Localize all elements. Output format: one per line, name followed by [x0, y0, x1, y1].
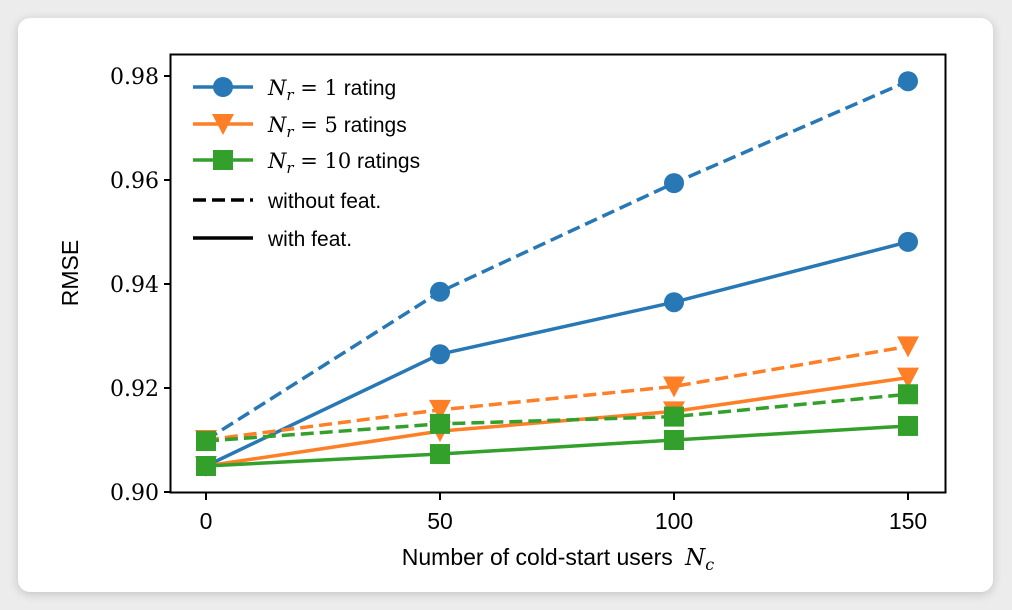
series-line [205, 392, 909, 443]
series-line [205, 424, 909, 468]
y-tick-label: 0.92 [110, 377, 159, 402]
series-Nr5-dashed [195, 336, 919, 451]
y-tick-label: 0.96 [110, 169, 159, 194]
series-Nr10-dashed [196, 384, 918, 452]
x-tick-label: 0 [200, 508, 213, 534]
x-tick-label: 150 [889, 508, 927, 534]
x-axis-title: Number of cold-start users Nc [402, 544, 715, 574]
series-line [205, 240, 909, 468]
legend-label: Nr = 1 rating [267, 76, 396, 104]
y-tick-label: 0.90 [110, 481, 159, 506]
series-Nr10-solid [196, 415, 918, 476]
x-axis: 0 50 100 150 [200, 492, 927, 534]
data-point [430, 444, 450, 465]
data-point [897, 367, 919, 389]
data-point [196, 456, 216, 476]
data-point [664, 173, 684, 194]
legend-item: with feat. [193, 228, 352, 251]
legend-marker [213, 150, 233, 170]
legend-marker [212, 114, 234, 135]
legend-marker [213, 77, 233, 97]
y-axis: 0.90 0.92 0.94 0.96 0.98 [110, 65, 171, 506]
data-point [664, 430, 684, 450]
legend-item: Nr = 10 ratings [193, 149, 420, 177]
x-tick-label: 50 [427, 508, 453, 534]
data-point [898, 71, 918, 92]
x-axis-title-text: Number of cold-start users [402, 544, 673, 570]
legend-label: Nr = 10 ratings [267, 149, 420, 177]
y-tick-label: 0.94 [110, 273, 159, 298]
legend-label: with feat. [267, 228, 352, 251]
data-point [898, 415, 918, 436]
legend-item: Nr = 5 ratings [193, 113, 407, 141]
data-point [898, 384, 918, 405]
x-tick-label: 100 [655, 508, 693, 534]
series-Nr1-solid [196, 231, 918, 476]
legend-item: without feat. [193, 190, 381, 213]
data-point [430, 281, 450, 302]
legend: Nr = 1 rating Nr = 5 ratings Nr = 10 ratin… [193, 76, 420, 251]
x-axis-title-math-sub: c [705, 555, 714, 574]
legend-label: Nr = 5 ratings [267, 113, 407, 141]
x-axis-title-math: N [684, 545, 706, 571]
y-axis-title: RMSE [57, 240, 83, 306]
data-point [898, 231, 918, 252]
data-point [897, 336, 919, 358]
series-line [205, 79, 909, 442]
legend-item: Nr = 1 rating [193, 76, 396, 104]
data-point [664, 292, 684, 313]
data-point [664, 406, 684, 427]
series-line [205, 344, 909, 442]
legend-label: without feat. [267, 190, 381, 213]
series-layer [195, 71, 919, 477]
data-point [430, 344, 450, 365]
plot-frame [169, 53, 947, 494]
data-point [663, 376, 685, 398]
y-tick-label: 0.98 [110, 65, 159, 90]
data-point [430, 413, 450, 434]
data-point [429, 399, 451, 421]
data-point [196, 431, 216, 452]
